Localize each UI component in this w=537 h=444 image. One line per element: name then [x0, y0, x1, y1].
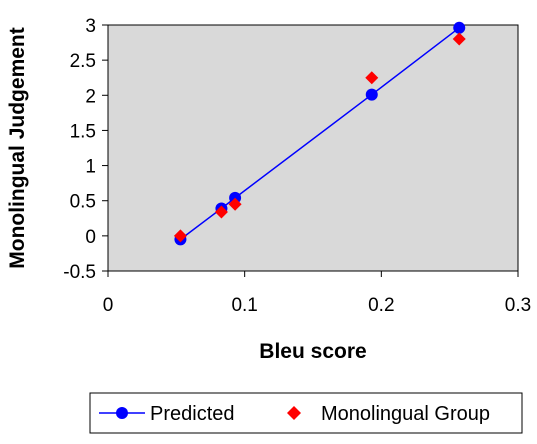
y-tick-label: 0: [85, 227, 96, 248]
data-point-diamond: [214, 205, 228, 219]
data-point-circle: [365, 88, 378, 101]
y-tick-label: -0.5: [63, 262, 96, 283]
series-layer: [173, 21, 466, 246]
y-axis-label: Monolingual Judgement: [6, 27, 29, 269]
y-tick-label: 3: [85, 16, 96, 37]
y-tick-label: 1: [85, 157, 96, 178]
data-point-circle: [453, 21, 466, 34]
plot-area: [107, 24, 519, 272]
y-axis: -0.5 0 0.5 1 1.5 2 2.5 3: [63, 16, 108, 283]
series-1: [173, 32, 466, 243]
y-tick-label: 2.5: [70, 51, 96, 72]
y-tick-label: 1.5: [70, 121, 96, 142]
data-point-diamond: [365, 71, 379, 85]
legend: Predicted Monolingual Group: [89, 392, 523, 434]
y-tick-label: 2: [85, 86, 96, 107]
x-tick-label: 0.3: [505, 295, 531, 316]
data-point-diamond: [228, 197, 242, 211]
y-tick-label: 0.5: [70, 192, 96, 213]
x-axis-label: Bleu score: [259, 340, 366, 363]
x-axis: 0 0.1 0.2 0.3: [103, 271, 531, 316]
data-point-diamond: [452, 32, 466, 46]
data-point-diamond: [173, 229, 187, 243]
x-tick-label: 0: [103, 295, 114, 316]
legend-box: [89, 392, 523, 434]
legend-monolingual-marker: [287, 406, 301, 420]
legend-monolingual-label: Monolingual Group: [321, 403, 490, 425]
x-tick-label: 0.1: [231, 295, 257, 316]
legend-predicted-label: Predicted: [150, 403, 235, 425]
x-tick-label: 0.2: [368, 295, 394, 316]
legend-predicted-marker: [116, 407, 128, 419]
